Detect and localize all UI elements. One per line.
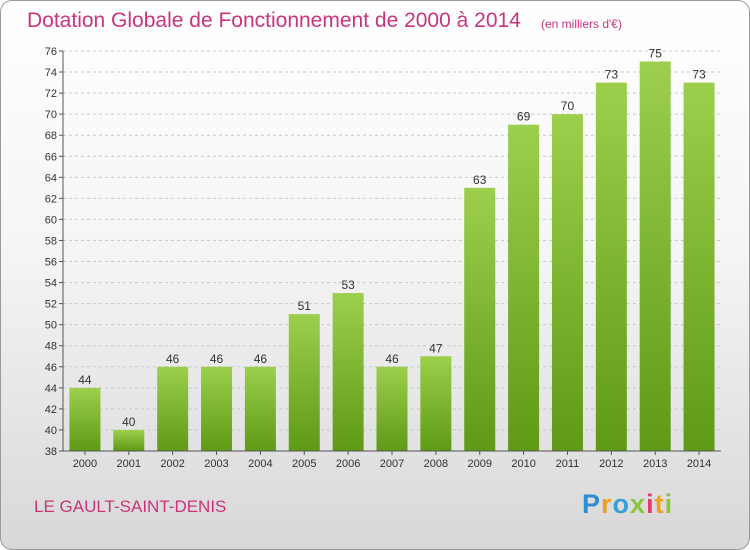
bar-value-label: 46 bbox=[210, 352, 224, 366]
logo-letter: P bbox=[582, 489, 602, 519]
y-tick-label: 38 bbox=[45, 446, 57, 458]
y-tick-label: 56 bbox=[45, 257, 57, 269]
logo-letter: t bbox=[654, 489, 665, 519]
y-tick-label: 64 bbox=[45, 172, 57, 184]
logo-letter: x bbox=[630, 489, 647, 519]
bar-value-label: 69 bbox=[517, 110, 531, 124]
bar bbox=[113, 429, 145, 451]
bar bbox=[595, 82, 627, 451]
bar-value-label: 73 bbox=[605, 68, 619, 82]
y-tick-label: 40 bbox=[45, 425, 57, 437]
chart-title: Dotation Globale de Fonctionnement de 20… bbox=[27, 9, 521, 32]
bar bbox=[683, 82, 715, 451]
logo-letter: i bbox=[664, 489, 674, 519]
y-tick-label: 58 bbox=[45, 235, 57, 247]
bar-value-label: 63 bbox=[473, 173, 487, 187]
bar bbox=[639, 61, 671, 452]
logo-letter: r bbox=[601, 489, 613, 519]
x-tick-label: 2012 bbox=[599, 458, 623, 470]
y-tick-label: 70 bbox=[45, 109, 57, 121]
bar-value-label: 47 bbox=[429, 341, 443, 355]
commune-name: LE GAULT-SAINT-DENIS bbox=[34, 497, 227, 516]
x-tick-label: 2002 bbox=[160, 458, 184, 470]
bar-value-label: 46 bbox=[385, 352, 399, 366]
x-tick-label: 2008 bbox=[424, 458, 448, 470]
bars: 44 40 46 46 46 51 53 46 47 63 69 70 73 75 73 bbox=[69, 47, 715, 452]
y-tick-label: 48 bbox=[45, 341, 57, 353]
bar bbox=[244, 366, 276, 451]
y-tick-label: 68 bbox=[45, 130, 57, 142]
logo-letter: o bbox=[612, 489, 631, 519]
bar-value-label: 51 bbox=[298, 299, 312, 313]
bar bbox=[464, 187, 496, 451]
y-tick-label: 46 bbox=[45, 362, 57, 374]
bar bbox=[288, 314, 320, 451]
bar bbox=[69, 387, 101, 451]
bar-value-label: 75 bbox=[649, 47, 663, 61]
y-tick-label: 60 bbox=[45, 214, 57, 226]
x-tick-label: 2005 bbox=[292, 458, 316, 470]
x-tick-label: 2009 bbox=[467, 458, 491, 470]
x-tick-label: 2013 bbox=[643, 458, 667, 470]
y-tick-label: 52 bbox=[45, 299, 57, 311]
y-tick-label: 66 bbox=[45, 151, 57, 163]
bar bbox=[420, 356, 452, 451]
proxiti-logo[interactable]: Proxiti bbox=[582, 489, 673, 520]
y-tick-label: 44 bbox=[45, 383, 57, 395]
x-tick-label: 2003 bbox=[204, 458, 228, 470]
bar-value-label: 46 bbox=[166, 352, 180, 366]
bar bbox=[157, 366, 189, 451]
x-tick-label: 2007 bbox=[380, 458, 404, 470]
bar bbox=[508, 124, 540, 452]
bar bbox=[551, 114, 583, 451]
logo-letter: i bbox=[646, 489, 655, 519]
x-tick-label: 2004 bbox=[248, 458, 272, 470]
x-tick-label: 2011 bbox=[556, 458, 580, 470]
y-tick-label: 72 bbox=[45, 88, 57, 100]
y-tick-label: 62 bbox=[45, 193, 57, 205]
bar-value-label: 53 bbox=[341, 278, 355, 292]
y-tick-label: 74 bbox=[45, 67, 57, 79]
x-tick-label: 2000 bbox=[73, 458, 97, 470]
y-tick-label: 76 bbox=[45, 46, 57, 58]
y-tick-label: 54 bbox=[45, 278, 57, 290]
x-tick-label: 2006 bbox=[336, 458, 360, 470]
bar-value-label: 40 bbox=[122, 415, 136, 429]
bar-value-label: 73 bbox=[692, 68, 706, 82]
x-tick-label: 2014 bbox=[687, 458, 711, 470]
bar bbox=[332, 293, 364, 451]
chart-subtitle: (en milliers d'€) bbox=[541, 17, 622, 31]
axes: 38 40 42 44 46 48 50 52 54 56 58 60 62 64 66 68 70 72 74 76… bbox=[45, 46, 721, 470]
y-tick-label: 42 bbox=[45, 404, 57, 416]
x-tick-label: 2010 bbox=[511, 458, 535, 470]
y-tick-label: 50 bbox=[45, 320, 57, 332]
bar-value-label: 46 bbox=[254, 352, 268, 366]
bar bbox=[201, 366, 233, 451]
bar-value-label: 70 bbox=[561, 99, 575, 113]
bar bbox=[376, 366, 408, 451]
x-tick-label: 2001 bbox=[117, 458, 141, 470]
bar-value-label: 44 bbox=[78, 373, 92, 387]
